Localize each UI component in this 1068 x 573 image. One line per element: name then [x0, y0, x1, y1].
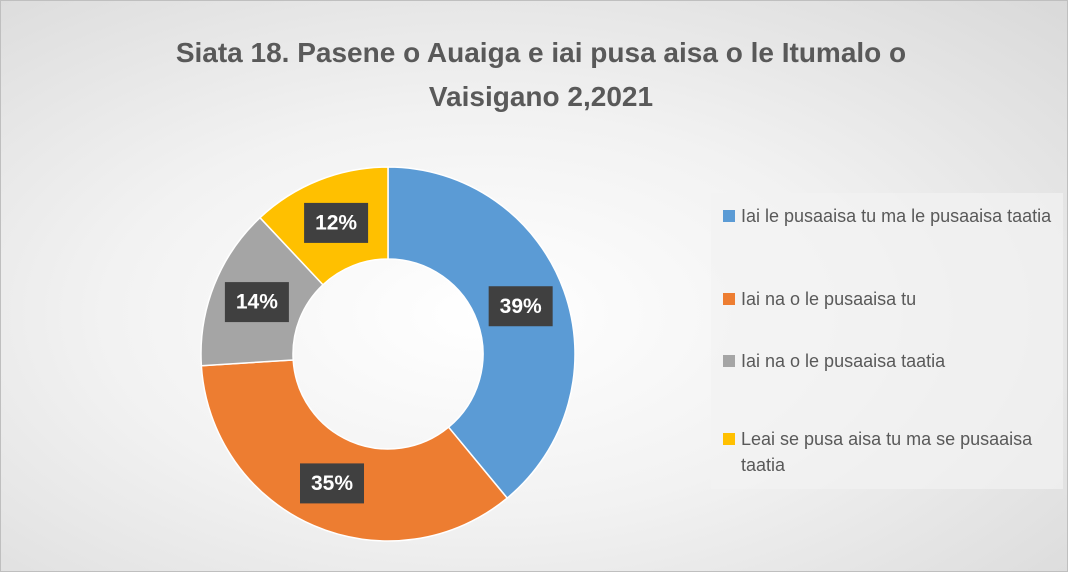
- legend-swatch: [723, 433, 735, 445]
- legend-swatch: [723, 210, 735, 222]
- value-label: 35%: [311, 472, 353, 495]
- legend-swatch: [723, 355, 735, 367]
- wedge: [387, 166, 576, 500]
- legend-swatch: [723, 293, 735, 305]
- value-label: 12%: [315, 211, 357, 234]
- legend-label: Iai le pusaaisa tu ma le pusaaisa taatia: [741, 206, 1052, 226]
- chart-title: Siata 18. Pasene o Auaiga e iai pusa ais…: [175, 37, 907, 112]
- legend-label: Iai na o le pusaaisa tu: [741, 289, 917, 309]
- legend-label: Leai se pusa aisa tu ma se pusaaisa taat…: [741, 429, 1033, 475]
- legend-item: Iai na o le pusaaisa tu: [723, 286, 1068, 312]
- value-label: 39%: [500, 295, 542, 318]
- value-label-box: [488, 286, 553, 327]
- legend-item: Iai na o le pusaaisa taatia: [723, 348, 1068, 374]
- value-label-box: [304, 202, 369, 243]
- value-label-box: [224, 282, 289, 323]
- legend-label: Iai na o le pusaaisa taatia: [741, 351, 946, 371]
- legend-item: Iai le pusaaisa tu ma le pusaaisa taatia: [723, 203, 1068, 229]
- value-label: 14%: [236, 291, 278, 314]
- wedge: [200, 359, 509, 542]
- value-label-box: [300, 463, 365, 504]
- legend-item: Leai se pusa aisa tu ma se pusaaisa taat…: [723, 426, 1068, 478]
- legend: Iai le pusaaisa tu ma le pusaaisa taatia…: [711, 193, 1063, 489]
